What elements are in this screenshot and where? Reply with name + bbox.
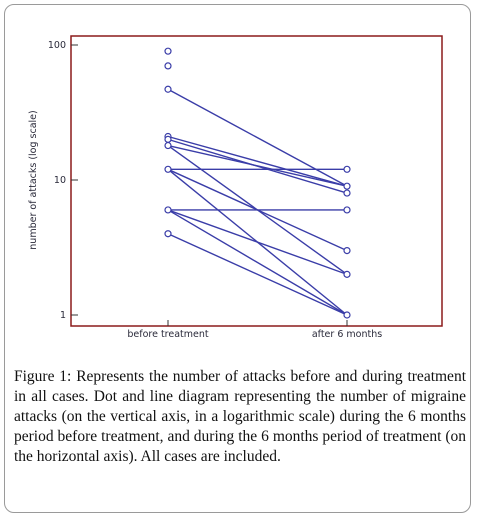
x-axis: before treatment after 6 months (127, 320, 382, 340)
data-point (343, 311, 351, 319)
data-point (343, 165, 351, 173)
data-point (164, 135, 172, 143)
data-point (164, 206, 172, 214)
series-line (167, 209, 348, 316)
series-line (167, 209, 348, 276)
data-point (343, 182, 351, 190)
series-lines (167, 88, 348, 316)
y-tick-label-10: 10 (54, 175, 66, 186)
series-points (164, 47, 351, 319)
data-point (164, 85, 172, 93)
data-point (164, 141, 172, 150)
x-tick-label-after: after 6 months (312, 329, 382, 340)
figure-caption: Figure 1: Represents the number of attac… (14, 367, 466, 467)
data-point (343, 270, 351, 278)
plot-frame (70, 35, 443, 327)
y-tick-label-100: 100 (48, 40, 66, 51)
data-point (164, 230, 172, 238)
y-tick-label-1: 1 (60, 310, 66, 321)
y-axis-title: number of attacks (log scale) (28, 110, 39, 249)
series-line (167, 88, 348, 187)
series-line (167, 233, 348, 316)
figure-caption-text: Represents the number of attacks before … (14, 368, 466, 465)
data-point (164, 62, 172, 70)
series-line (167, 135, 348, 187)
series-line (167, 144, 348, 187)
y-axis: 100 10 1 (48, 40, 78, 321)
data-point (343, 189, 351, 197)
figure-panel (4, 4, 471, 513)
data-point (343, 206, 351, 214)
chart: 100 10 1 number of attacks (log scale) b… (28, 35, 443, 340)
data-point (164, 165, 172, 173)
x-tick-label-before: before treatment (127, 329, 209, 340)
data-point (164, 47, 172, 55)
figure-label: Figure 1: (14, 368, 72, 385)
data-point (343, 246, 351, 255)
